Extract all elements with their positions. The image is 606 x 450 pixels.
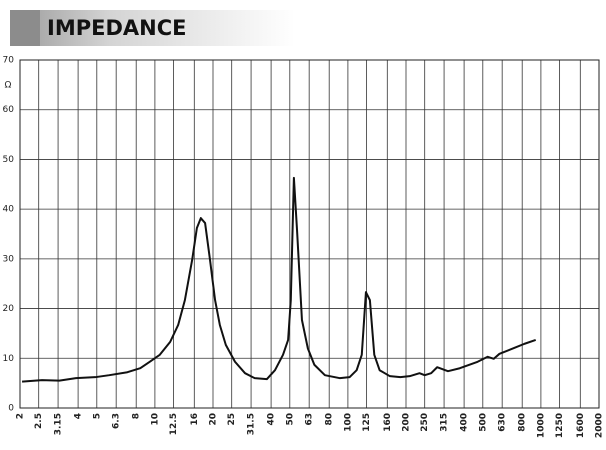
chart-title: IMPEDANCE: [47, 16, 186, 40]
x-tick-label: 315: [440, 413, 450, 432]
x-tick-label: 100: [343, 413, 353, 432]
y-tick-label: 10: [3, 354, 15, 364]
x-tick-label: 80: [325, 413, 335, 426]
y-tick-label: 0: [8, 404, 14, 414]
x-tick-label: 12.5: [169, 413, 179, 435]
y-tick-label: 20: [3, 304, 15, 314]
x-tick-label: 40: [267, 413, 277, 426]
title-banner: [10, 10, 295, 46]
x-tick-label: 50: [285, 413, 295, 426]
x-tick-label: 16: [190, 413, 200, 426]
x-tick-label: 200: [402, 413, 412, 432]
x-tick-label: 630: [498, 413, 508, 432]
x-tick-label: 800: [518, 413, 528, 432]
x-tick-label: 8: [132, 413, 142, 419]
title-block: [10, 10, 40, 46]
y-tick-label: 50: [3, 155, 15, 165]
x-tick-label: 3.15: [54, 413, 64, 435]
x-tick-label: 5: [92, 413, 102, 419]
x-tick-label: 25: [227, 413, 237, 426]
plot-area: 0 10 20 30 40 50 60 70 Ω 2 2.5 3.15 4 5 6.3 8 10 12.5 16 20…: [3, 56, 605, 439]
x-tick-label: 400: [460, 413, 470, 432]
x-tick-label: 250: [420, 413, 430, 432]
x-tick-label: 125: [362, 413, 372, 432]
x-tick-label: 2: [16, 413, 26, 419]
x-tick-label: 1600: [576, 413, 586, 438]
x-tick-label: 63: [305, 413, 315, 426]
y-tick-label: 40: [3, 205, 15, 215]
y-axis-label: Ω: [5, 80, 12, 90]
x-tick-label: 1250: [555, 413, 565, 438]
x-tick-label: 500: [478, 413, 488, 432]
x-tick-label: 2.5: [34, 413, 44, 429]
x-tick-label: 10: [150, 413, 160, 426]
x-tick-label: 20: [209, 413, 219, 426]
x-tick-label: 2000: [595, 413, 605, 438]
y-tick-label: 60: [3, 105, 15, 115]
y-tick-label: 30: [3, 254, 15, 264]
y-tick-label: 70: [3, 56, 15, 66]
x-tick-label: 31.5: [247, 413, 257, 435]
plot-frame: [19, 59, 600, 409]
x-tick-label: 160: [383, 413, 393, 432]
x-tick-label: 6.3: [112, 413, 122, 429]
impedance-line: [21, 176, 537, 383]
x-tick-label: 4: [74, 413, 84, 419]
x-tick-label: 1000: [536, 413, 546, 438]
